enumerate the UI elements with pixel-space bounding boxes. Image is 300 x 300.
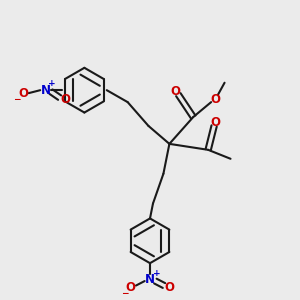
Text: +: + <box>48 79 56 88</box>
Text: O: O <box>126 280 136 293</box>
Text: −: − <box>13 95 20 104</box>
Text: O: O <box>211 93 220 106</box>
Text: O: O <box>164 280 174 293</box>
Text: O: O <box>170 85 180 98</box>
Text: O: O <box>211 116 220 129</box>
Text: −: − <box>122 289 129 298</box>
Text: O: O <box>60 93 70 106</box>
Text: +: + <box>153 268 160 278</box>
Text: N: N <box>145 273 155 286</box>
Text: O: O <box>18 87 28 100</box>
Text: N: N <box>40 84 51 97</box>
